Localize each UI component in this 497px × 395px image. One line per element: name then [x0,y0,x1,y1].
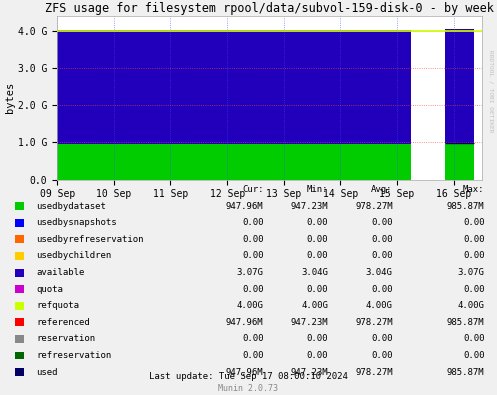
Text: used: used [36,368,58,376]
Text: quota: quota [36,285,63,293]
Text: 0.00: 0.00 [463,252,485,260]
Text: Min:: Min: [307,184,328,194]
Text: 947.23M: 947.23M [290,368,328,376]
Text: 978.27M: 978.27M [355,368,393,376]
Text: 0.00: 0.00 [371,335,393,343]
Text: RRDTOOL / TOBI OETIKER: RRDTOOL / TOBI OETIKER [489,50,494,132]
Text: 0.00: 0.00 [242,351,263,360]
Text: 947.23M: 947.23M [290,318,328,327]
Text: refreservation: refreservation [36,351,111,360]
Text: 0.00: 0.00 [463,285,485,293]
Text: 0.00: 0.00 [371,351,393,360]
Text: usedbychildren: usedbychildren [36,252,111,260]
Text: Max:: Max: [463,184,485,194]
Text: 978.27M: 978.27M [355,318,393,327]
Text: 947.23M: 947.23M [290,202,328,211]
Text: Last update: Tue Sep 17 08:00:10 2024: Last update: Tue Sep 17 08:00:10 2024 [149,372,348,381]
Text: 0.00: 0.00 [242,285,263,293]
Text: 0.00: 0.00 [307,335,328,343]
Y-axis label: bytes: bytes [5,82,15,113]
Text: 0.00: 0.00 [242,252,263,260]
Text: 985.87M: 985.87M [447,318,485,327]
Text: 0.00: 0.00 [242,218,263,227]
Text: 985.87M: 985.87M [447,368,485,376]
Text: usedbysnapshots: usedbysnapshots [36,218,117,227]
Text: 0.00: 0.00 [371,285,393,293]
Text: 947.96M: 947.96M [226,368,263,376]
Text: Cur:: Cur: [242,184,263,194]
Text: 0.00: 0.00 [371,218,393,227]
Text: 947.96M: 947.96M [226,202,263,211]
Text: reservation: reservation [36,335,95,343]
Text: available: available [36,268,84,277]
Text: 0.00: 0.00 [307,351,328,360]
Text: 0.00: 0.00 [463,351,485,360]
Text: 3.04G: 3.04G [366,268,393,277]
Text: 0.00: 0.00 [371,235,393,244]
Text: refquota: refquota [36,301,80,310]
Text: Munin 2.0.73: Munin 2.0.73 [219,384,278,393]
Text: 978.27M: 978.27M [355,202,393,211]
Text: 0.00: 0.00 [463,218,485,227]
Text: 0.00: 0.00 [242,335,263,343]
Text: 0.00: 0.00 [463,235,485,244]
Text: referenced: referenced [36,318,90,327]
Text: 3.07G: 3.07G [237,268,263,277]
Text: 0.00: 0.00 [307,252,328,260]
Text: 0.00: 0.00 [463,335,485,343]
Text: 3.04G: 3.04G [301,268,328,277]
Text: 4.00G: 4.00G [458,301,485,310]
Title: ZFS usage for filesystem rpool/data/subvol-159-disk-0 - by week: ZFS usage for filesystem rpool/data/subv… [45,2,494,15]
Text: usedbydataset: usedbydataset [36,202,106,211]
Text: 4.00G: 4.00G [301,301,328,310]
Text: 0.00: 0.00 [307,285,328,293]
Text: 0.00: 0.00 [242,235,263,244]
Text: 3.07G: 3.07G [458,268,485,277]
Text: 947.96M: 947.96M [226,318,263,327]
Text: Avg:: Avg: [371,184,393,194]
Text: 4.00G: 4.00G [366,301,393,310]
Text: usedbyrefreservation: usedbyrefreservation [36,235,144,244]
Text: 0.00: 0.00 [371,252,393,260]
Text: 985.87M: 985.87M [447,202,485,211]
Text: 0.00: 0.00 [307,235,328,244]
Text: 0.00: 0.00 [307,218,328,227]
Text: 4.00G: 4.00G [237,301,263,310]
